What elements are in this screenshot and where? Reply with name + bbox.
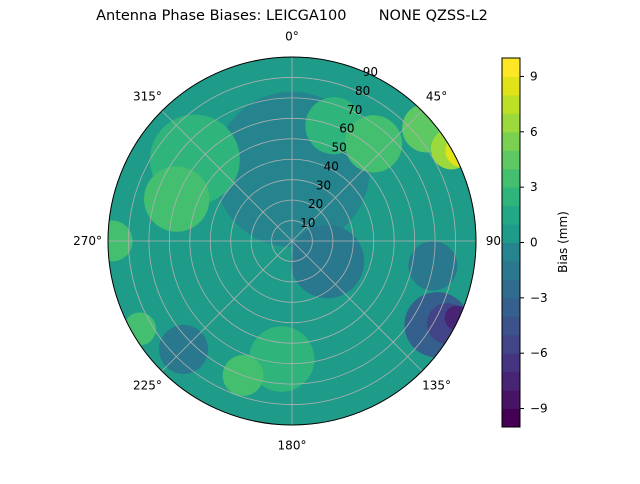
contour-region-10 xyxy=(123,312,157,346)
colorbar-tick-label: −9 xyxy=(530,402,548,416)
contour-region-14 xyxy=(444,305,470,331)
r-tick-label: 60 xyxy=(339,122,354,136)
r-tick-label: 90 xyxy=(363,65,378,79)
r-tick-label: 20 xyxy=(308,197,323,211)
polar-frame xyxy=(107,56,477,426)
colorbar-level xyxy=(502,297,520,317)
contour-region-5 xyxy=(344,115,403,173)
theta-tick-label: 180° xyxy=(278,438,307,452)
colorbar-level xyxy=(502,279,520,299)
contour-region-18 xyxy=(458,144,476,166)
theta-tick-labels: 0°45°90°135°180°225°270°315° xyxy=(73,30,507,453)
colorbar-tick-label: 6 xyxy=(530,125,538,139)
colorbar-level xyxy=(502,205,520,225)
colorbar-level xyxy=(502,168,520,188)
colorbar-level xyxy=(502,131,520,151)
r-tick-label: 80 xyxy=(355,84,370,98)
theta-gridline-225 xyxy=(161,240,293,372)
colorbar-level xyxy=(502,390,520,410)
colorbar: −9 −6 −3 0 3 6 9 xyxy=(501,57,548,428)
colorbar-level xyxy=(502,76,520,96)
colorbar-tick-label: 3 xyxy=(530,180,538,194)
theta-tick-label: 0° xyxy=(285,30,299,44)
colorbar-tick-label: 9 xyxy=(530,69,538,83)
colorbar-level xyxy=(502,150,520,170)
theta-tick-label: 135° xyxy=(422,379,451,393)
theta-gridline-135 xyxy=(291,240,423,372)
r-tick-label: 40 xyxy=(324,159,339,173)
colorbar-level xyxy=(502,260,520,280)
colorbar-level xyxy=(502,408,520,428)
r-tick-label: 10 xyxy=(300,216,315,230)
colorbar-label: Bias (mm) xyxy=(556,211,570,273)
r-tick-label: 30 xyxy=(316,178,331,192)
r-tick-labels: 10 20 30 40 50 60 70 80 90 xyxy=(300,65,378,230)
colorbar-tick-label: −3 xyxy=(530,291,548,305)
colorbar-level xyxy=(502,242,520,262)
colorbar-level xyxy=(502,224,520,243)
colorbar-level xyxy=(502,371,520,391)
colorbar-level xyxy=(502,58,520,77)
colorbar-level xyxy=(502,316,520,336)
colorbar-level xyxy=(502,113,520,133)
chart-title: Antenna Phase Biases: LEICGA100 NONE QZS… xyxy=(96,8,488,24)
colorbar-tick-label: −6 xyxy=(530,346,548,360)
theta-tick-label: 225° xyxy=(133,379,162,393)
colorbar-tick-label: 0 xyxy=(530,236,538,250)
colorbar-level xyxy=(502,334,520,354)
r-tick-label: 50 xyxy=(331,141,346,155)
polar-grid xyxy=(107,56,477,426)
colorbar-level xyxy=(502,94,520,114)
theta-tick-label: 270° xyxy=(73,234,102,248)
contour-region-17 xyxy=(445,134,476,168)
r-tick-label: 70 xyxy=(347,103,362,117)
theta-gridline-315 xyxy=(161,110,293,242)
theta-tick-label: 315° xyxy=(133,89,162,103)
theta-gridline-45 xyxy=(291,110,423,242)
theta-tick-label: 45° xyxy=(426,89,447,103)
colorbar-level xyxy=(502,353,520,373)
colorbar-level xyxy=(502,187,520,207)
